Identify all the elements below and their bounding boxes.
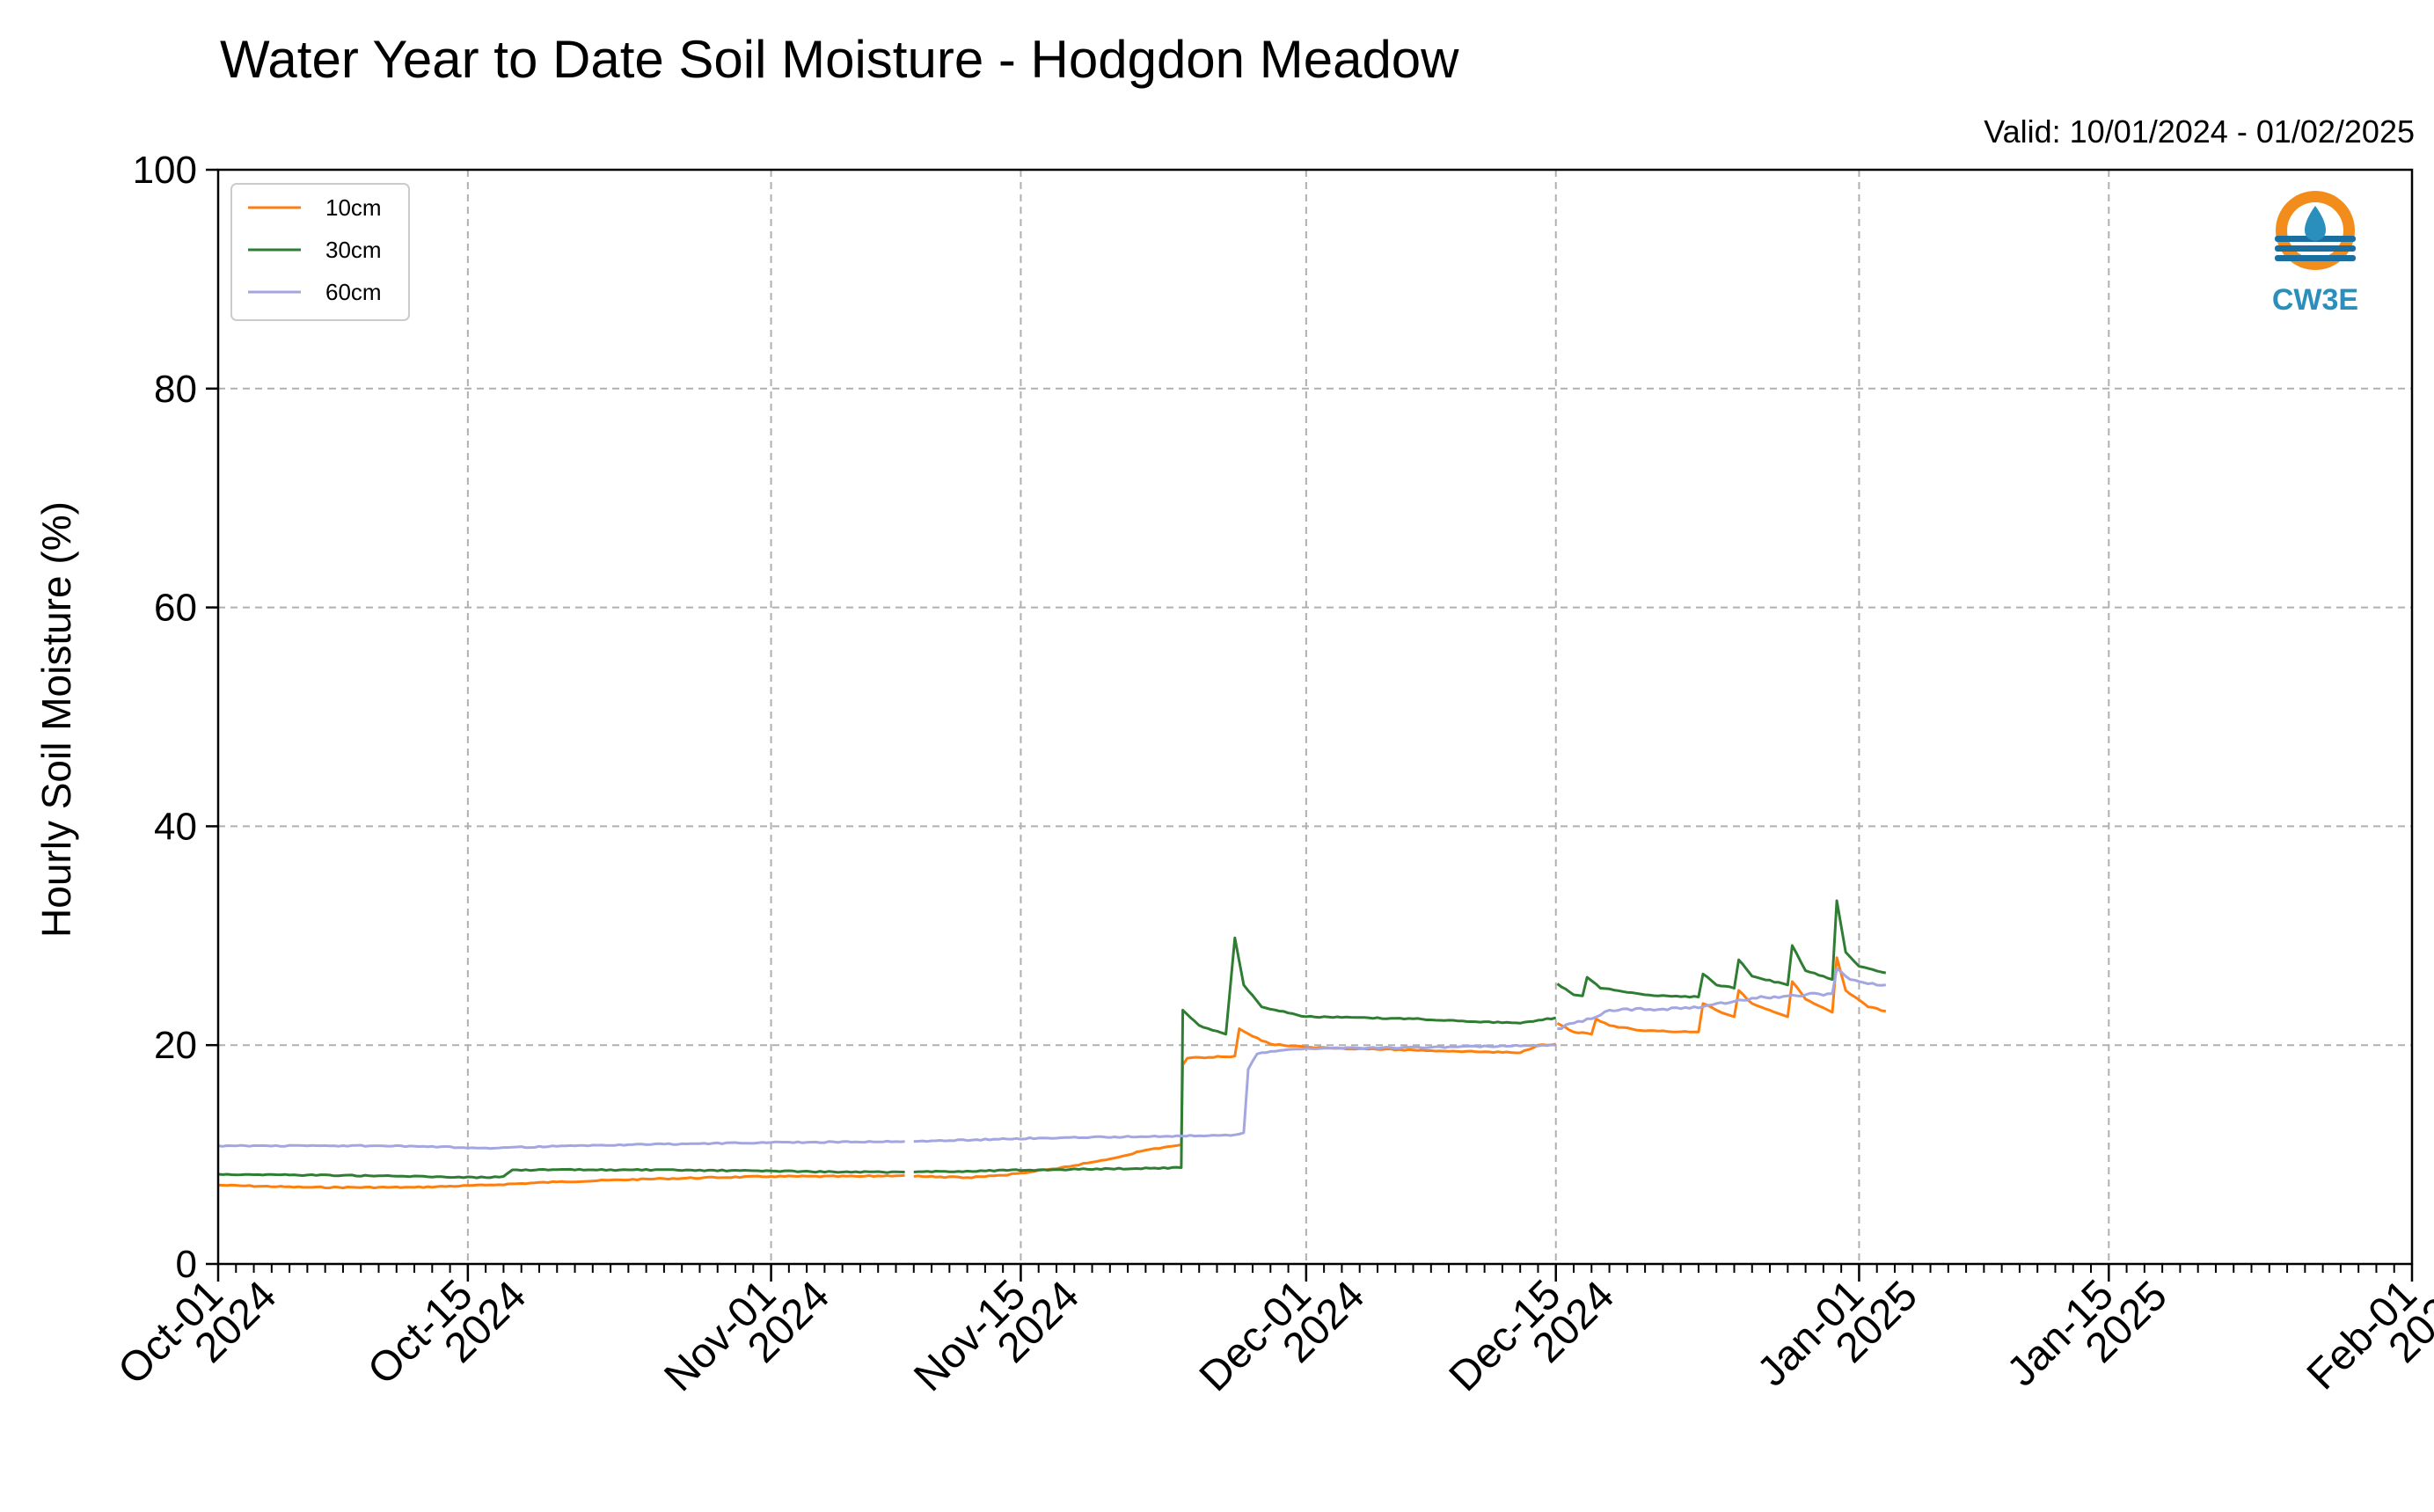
logo-wave: [2275, 245, 2356, 252]
legend-label: 60cm: [325, 279, 382, 305]
series-line-10cm: [217, 1173, 905, 1190]
chart-title: Water Year to Date Soil Moisture - Hodgd…: [220, 30, 1459, 89]
y-tick-label: 100: [133, 149, 197, 192]
y-axis-label: Hourly Soil Moisture (%): [33, 501, 79, 938]
plot-lines: [217, 899, 1887, 1190]
series-line-30cm: [913, 936, 1557, 1173]
cw3e-logo: CW3E: [2272, 191, 2358, 317]
y-tick-label: 40: [154, 805, 197, 848]
series-line-30cm: [1556, 899, 1887, 999]
logo-wave: [2275, 255, 2356, 261]
logo-text: CW3E: [2272, 283, 2358, 317]
logo-drop: [2305, 206, 2326, 241]
y-tick-label: 80: [154, 368, 197, 411]
y-tick-label: 0: [176, 1243, 197, 1286]
plot-frame: [216, 168, 2414, 1266]
legend-box: [230, 183, 410, 321]
series-line-10cm: [913, 1027, 1556, 1180]
series-line-60cm: [217, 1139, 905, 1150]
chart-subtitle: Valid: 10/01/2024 - 01/02/2025: [1984, 113, 2415, 150]
legend: 10cm 30cm 60cm: [230, 183, 410, 321]
y-tick-label: 20: [154, 1024, 197, 1067]
legend-label: 30cm: [325, 237, 382, 263]
legend-label: 10cm: [325, 194, 382, 221]
y-tick-label: 60: [154, 587, 197, 630]
series-line-10cm: [1556, 956, 1886, 1036]
series-line-30cm: [217, 1167, 905, 1180]
grid: [217, 169, 2413, 1265]
series-line-60cm: [1557, 967, 1886, 1030]
series-line-60cm: [913, 1043, 1556, 1143]
